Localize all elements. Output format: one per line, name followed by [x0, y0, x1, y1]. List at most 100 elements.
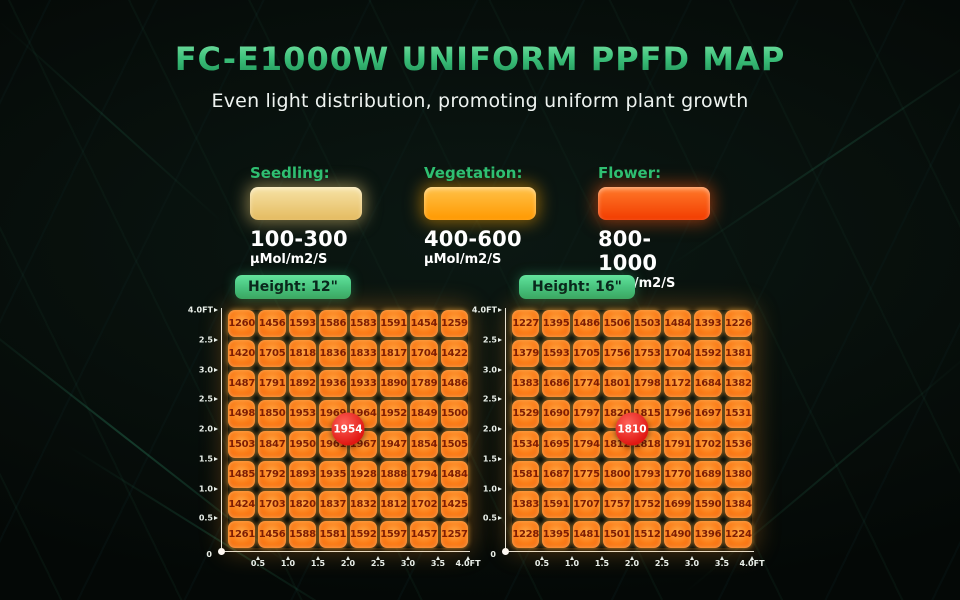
y-axis-line	[221, 308, 222, 552]
ppfd-cell: 1503	[228, 430, 256, 458]
ppfd-cell: 1893	[288, 460, 317, 488]
legend-label: Seedling:	[250, 164, 330, 182]
ppfd-cell: 1381	[724, 340, 752, 368]
ppfd-cell: 1591	[542, 490, 570, 518]
x-axis-label: 0.5	[250, 559, 266, 568]
ppfd-cell: 1836	[319, 340, 347, 368]
ppfd-cell: 1752	[633, 490, 661, 518]
y-axis-tick	[498, 308, 504, 312]
y-axis-tick	[214, 456, 220, 461]
peak-ppfd-badge: 1954	[331, 412, 365, 446]
ppfd-cell: 1704	[663, 340, 692, 368]
ppfd-chart-height-12: Height: 12" 0 1260 1456 1593 1586 1583 1591 14…	[188, 270, 492, 600]
ppfd-cell: 1506	[603, 310, 631, 338]
y-axis-label: 0.5	[482, 513, 497, 523]
ppfd-cell: 1702	[410, 490, 438, 518]
page-subtitle: Even light distribution, promoting unifo…	[211, 90, 749, 112]
ppfd-cell: 1591	[379, 310, 408, 338]
x-axis-label: 4.0FT	[739, 559, 765, 568]
ppfd-cell: 1505	[440, 430, 468, 458]
ppfd-cell: 1420	[228, 340, 256, 368]
height-badge: Height: 12"	[235, 275, 351, 299]
ppfd-cell: 1689	[694, 460, 722, 488]
ppfd-cell: 1581	[512, 460, 540, 488]
ppfd-cell: 1854	[410, 430, 438, 458]
ppfd-cell: 1531	[724, 400, 752, 428]
y-axis-tick	[498, 337, 504, 342]
x-axis-label: 2.5	[370, 559, 386, 568]
x-axis-label: 1.0	[280, 559, 296, 568]
x-axis-tick	[690, 554, 694, 560]
ppfd-cell: 1498	[228, 400, 256, 428]
x-axis-tick	[570, 554, 574, 560]
x-axis-tick	[540, 554, 544, 560]
ppfd-cell: 1684	[694, 370, 722, 398]
ppfd-cell: 1888	[379, 460, 408, 488]
ppfd-cell: 1936	[319, 370, 347, 398]
y-axis-line	[505, 308, 506, 552]
seedling-color-swatch	[250, 187, 362, 220]
x-axis-label: 3.0	[400, 559, 416, 568]
ppfd-cell: 1793	[633, 460, 661, 488]
ppfd-cell: 1424	[228, 490, 256, 518]
ppfd-cell: 1892	[288, 370, 317, 398]
y-axis-label: 2.5	[482, 335, 497, 345]
ppfd-cell: 1380	[724, 460, 752, 488]
ppfd-cell: 1801	[603, 370, 631, 398]
legend-label: Flower:	[598, 164, 662, 182]
ppfd-cell: 1422	[440, 340, 468, 368]
x-axis-tick	[660, 554, 664, 560]
y-axis-tick	[214, 367, 220, 372]
ppfd-cell: 1224	[724, 520, 752, 548]
y-axis-label: 2.0	[198, 424, 213, 434]
y-axis-tick	[214, 397, 220, 402]
x-axis-tick	[346, 554, 350, 560]
ppfd-cell: 1947	[379, 430, 408, 458]
ppfd-cell: 1588	[288, 520, 317, 548]
ppfd-cell: 1226	[724, 310, 752, 338]
ppfd-cell: 1481	[572, 520, 601, 548]
ppfd-cell: 1529	[512, 400, 540, 428]
y-axis-tick	[498, 367, 504, 372]
ppfd-cell: 1950	[288, 430, 317, 458]
ppfd-cell: 1512	[633, 520, 661, 548]
ppfd-cell: 1586	[319, 310, 347, 338]
ppfd-chart-height-16: Height: 16" 0 1227 1395 1486 1506 1503 1484 13…	[472, 270, 776, 600]
ppfd-cell: 1797	[572, 400, 601, 428]
ppfd-cell: 1792	[258, 460, 286, 488]
ppfd-cell: 1953	[288, 400, 317, 428]
y-axis-tick	[498, 516, 504, 521]
ppfd-cell: 1952	[379, 400, 408, 428]
x-axis-label: 0.5	[534, 559, 550, 568]
ppfd-cell: 1789	[410, 370, 438, 398]
ppfd-cell: 1756	[603, 340, 631, 368]
ppfd-cell: 1486	[572, 310, 601, 338]
ppfd-cell: 1395	[542, 520, 570, 548]
ppfd-cell: 1837	[319, 490, 347, 518]
ppfd-cell: 1832	[349, 490, 377, 518]
ppfd-cell: 1820	[288, 490, 317, 518]
x-axis-tick	[436, 554, 440, 560]
legend-item-vegetation: Vegetation: 400-600 μMol/m2/S	[424, 164, 536, 291]
ppfd-cell: 1393	[694, 310, 722, 338]
ppfd-cell: 1687	[542, 460, 570, 488]
ppfd-cell: 1849	[410, 400, 438, 428]
ppfd-cell: 1757	[603, 490, 631, 518]
ppfd-cell: 1227	[512, 310, 540, 338]
ppfd-cell: 1791	[258, 370, 286, 398]
ppfd-cell: 1592	[694, 340, 722, 368]
ppfd-unit: μMol/m2/S	[424, 252, 502, 267]
ppfd-cell: 1890	[379, 370, 408, 398]
ppfd-cell: 1228	[512, 520, 540, 548]
ppfd-cell: 1379	[512, 340, 540, 368]
y-axis-label: 2.5	[198, 335, 213, 345]
ppfd-cell: 1702	[694, 430, 722, 458]
y-axis-label: 1.5	[198, 454, 213, 464]
ppfd-cell: 1593	[288, 310, 317, 338]
ppfd-cell: 1818	[288, 340, 317, 368]
ppfd-cell: 1703	[258, 490, 286, 518]
x-axis-label: 3.0	[684, 559, 700, 568]
ppfd-cell: 1847	[258, 430, 286, 458]
